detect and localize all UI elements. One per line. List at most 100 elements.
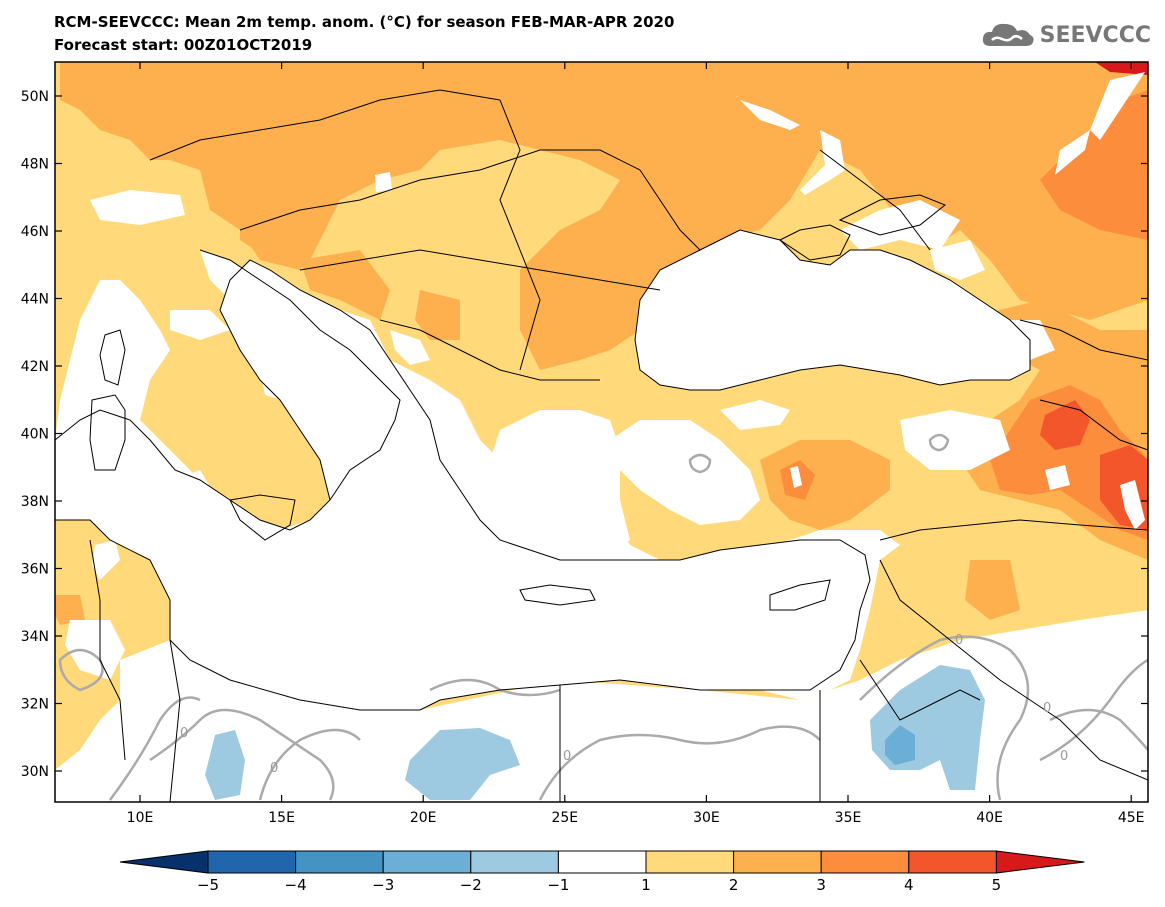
colorbar-segment [557,850,647,874]
lon-tick-label: 35E [835,810,862,826]
contour-label: 0 [180,726,188,741]
colorbar-segment [908,850,997,874]
longitude-axis: 10E 15E 20E 25E 30E 35E 40E 45E [127,62,1145,826]
seevccc-logo: SEEVCCC [980,20,1151,50]
border-7 [819,149,931,251]
colorbar-segment [820,850,910,874]
lat-tick-label: 42N [21,359,49,375]
border-5 [499,99,541,371]
anomaly-2-3-serbia [415,290,460,340]
border-11 [879,559,1148,781]
anomaly-neutral-anatolia [610,420,760,525]
border-6 [639,169,701,251]
lon-tick-label: 40E [976,810,1003,826]
border-16 [169,639,181,802]
anomaly-neutral-turkey-north [720,400,790,430]
cyprus [769,579,831,611]
border-1 [149,89,501,161]
border-10 [879,519,1148,541]
anomaly-neutral-anatolia-spot [790,466,802,488]
lat-tick-label: 40N [21,427,49,443]
latitude-axis: 50N 48N 46N 44N 42N 40N 38N 36N 34N 32N 30N [21,89,1148,780]
border-15 [89,539,126,761]
contour-label: 0 [1043,701,1051,716]
colorbar-tick-label: −2 [460,876,482,894]
anomaly-neutral-italy-north [170,310,230,340]
anomaly-neutral-hungary [375,172,392,192]
crete [519,584,596,606]
anomaly-2-3-balkans [300,250,390,320]
lat-tick-label: 36N [21,562,49,578]
lon-tick-label: 25E [551,810,578,826]
lon-tick-label: 20E [410,810,437,826]
lat-tick-label: 44N [21,292,49,308]
colorbar: −5 −4 −3 −2 −1 1 2 3 4 5 [119,850,1085,894]
anomaly-neutral-croatia [390,330,430,365]
anomaly-2-3-tunisia [55,595,85,625]
colorbar-segment [645,850,735,874]
anomaly-neutral-crimea [840,200,960,250]
colorbar-tick-label: −5 [197,876,219,894]
lat-tick-label: 32N [21,697,49,713]
mediterranean-sea [55,260,870,710]
colorbar-segment [382,850,472,874]
sicily-outline [229,494,296,541]
anomaly-2-3-central-europe [140,80,230,160]
anomaly-neg1-libya-east [405,728,520,800]
colorbar-tick-label: −3 [372,876,394,894]
lat-tick-label: 38N [21,494,49,510]
border-2 [239,149,641,231]
lon-tick-label: 10E [127,810,154,826]
sardinia [89,394,126,471]
corsica [99,329,126,386]
lat-tick-label: 34N [21,629,49,645]
colorbar-tick-label: 3 [816,876,826,894]
lon-tick-label: 45E [1118,810,1145,826]
colorbar-segment [207,850,297,874]
colorbar-segment [733,850,822,874]
cloud-icon [982,23,1034,46]
anomaly-5-plus-north [1095,62,1148,75]
lat-tick-label: 30N [21,764,49,780]
anomaly-neutral-iran [1120,480,1145,530]
lat-tick-label: 50N [21,89,49,105]
anomaly-neutral-russia-4 [1055,130,1090,175]
anomaly-neutral-algeria [65,620,125,680]
anomaly-2-3-anatolia [760,440,890,530]
colorbar-tick-label: 2 [729,876,739,894]
lat-tick-label: 46N [21,224,49,240]
anomaly-neutral-russia-3 [1090,72,1145,140]
black-sea-coast [634,229,1031,391]
crimea-outline [779,224,851,261]
border-12 [859,659,981,721]
anomaly-neutral-north-africa [55,610,1148,802]
forecast-start: Forecast start: 00Z01OCT2019 [54,36,313,54]
logo-text: SEEVCCC [1039,22,1151,48]
border-4 [379,319,600,381]
anomaly-field [55,62,1148,802]
mediterranean-coast [55,259,871,711]
lon-tick-label: 30E [693,810,720,826]
colorbar-segment [470,850,559,874]
anomaly-neg1-libya-west [205,730,245,800]
colorbar-tick-label: −1 [547,876,569,894]
colorbar-arrow-high [995,850,1085,874]
lat-tick-label: 48N [21,157,49,173]
map-frame [54,61,1149,803]
anomaly-neutral-caucasus-spot [1045,465,1070,490]
map-title: RCM-SEEVCCC: Mean 2m temp. anom. (°C) fo… [54,13,675,31]
colorbar-tick-label: 4 [904,876,914,894]
colorbar-tick-label: −4 [285,876,307,894]
colorbar-tick-label: 1 [641,876,651,894]
contour-label: 0 [270,761,278,776]
border-3 [299,249,661,291]
adriatic-sea [200,250,400,420]
anomaly-neg2-arabia [885,725,915,765]
anomaly-neutral-alps [90,190,185,225]
contour-label: 0 [1060,749,1068,764]
anomaly-neutral-russia-2 [800,130,845,195]
anomaly-2-3-alps [240,180,330,260]
contour-labels: 0 0 0 0 0 0 [180,633,1068,776]
colorbar-tick-label: 5 [992,876,1002,894]
